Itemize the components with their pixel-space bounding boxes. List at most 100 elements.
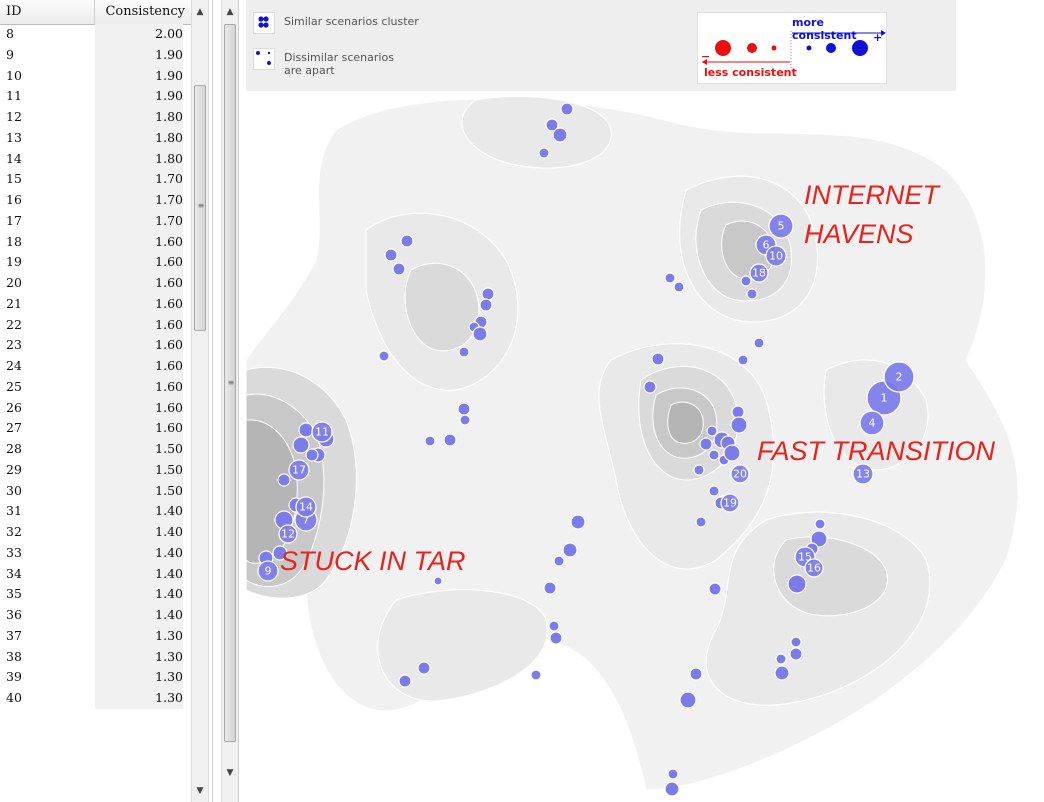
scenario-node-17[interactable]: 17 (288, 459, 310, 481)
scroll-down-arrow-icon[interactable]: ▼ (196, 786, 204, 796)
cell-consistency: 1.80 (95, 107, 183, 128)
scenario-node-circle (768, 213, 794, 239)
scenario-node-13[interactable]: 13 (852, 463, 874, 485)
table-row[interactable]: 27 1.60 (0, 418, 190, 439)
scroll-up-arrow-icon[interactable]: ▲ (196, 7, 204, 17)
scenario-dot (679, 691, 697, 709)
cell-consistency: 1.30 (95, 667, 183, 688)
table-row[interactable]: 21 1.60 (0, 293, 190, 315)
scroll-grip-icon: ≡ (197, 201, 205, 210)
table-row[interactable]: 32 1.40 (0, 522, 190, 543)
scenario-node-9[interactable]: 9 (257, 560, 279, 582)
table-row[interactable]: 18 1.60 (0, 231, 190, 253)
scenario-dot (775, 653, 787, 665)
table-row[interactable]: 9 1.90 (0, 44, 190, 66)
table-row[interactable]: 10 1.90 (0, 65, 190, 87)
scenario-node-label: 5 (778, 220, 785, 233)
table-row[interactable]: 25 1.60 (0, 376, 190, 398)
scenario-node-5[interactable]: 5 (768, 213, 794, 239)
scenario-dot (272, 545, 288, 561)
cell-consistency: 1.60 (95, 293, 183, 315)
cell-id: 40 (6, 690, 22, 705)
cell-id: 30 (6, 482, 22, 498)
table-row[interactable]: 37 1.30 (0, 625, 190, 647)
scenario-node-circle (883, 361, 915, 393)
column-header-id[interactable]: ID (0, 0, 95, 24)
scenario-dot (689, 667, 703, 681)
table-row[interactable]: 26 1.60 (0, 397, 190, 419)
table-row[interactable]: 14 1.80 (0, 148, 190, 170)
scenario-node-19[interactable]: 19 (720, 493, 740, 513)
scenario-node-label: 18 (752, 267, 766, 280)
table-row[interactable]: 24 1.60 (0, 356, 190, 377)
table-scroll-thumb[interactable]: ≡ (194, 85, 206, 331)
cell-consistency: 1.70 (95, 169, 183, 190)
minus-sign: − (701, 50, 711, 63)
scenario-dot (443, 433, 457, 447)
table-row[interactable]: 13 1.80 (0, 127, 190, 149)
table-row[interactable]: 22 1.60 (0, 314, 190, 336)
scenario-node-12[interactable]: 12 (278, 524, 298, 544)
scenario-dot (538, 147, 550, 159)
table-scrollbar[interactable]: ▲ ≡ ▼ (191, 0, 209, 802)
table-row[interactable]: 34 1.40 (0, 563, 190, 585)
scenario-node-11[interactable]: 11 (311, 421, 333, 443)
table-row[interactable]: 30 1.50 (0, 480, 190, 502)
cell-consistency: 1.60 (95, 376, 183, 398)
viz-scroll-up-arrow-icon[interactable]: ▲ (226, 7, 234, 17)
viz-scrollbar[interactable]: ▲ ≡ ▼ (221, 0, 239, 802)
cell-consistency: 1.30 (95, 625, 183, 647)
scenario-node-18[interactable]: 18 (749, 263, 769, 283)
cell-consistency: 1.50 (95, 439, 183, 460)
table-row[interactable]: 16 1.70 (0, 190, 190, 211)
cell-id: 25 (6, 378, 22, 394)
scenario-node-20[interactable]: 20 (730, 464, 750, 484)
legend-size-medium-red (747, 43, 757, 53)
table-row[interactable]: 29 1.50 (0, 459, 190, 481)
table-row[interactable]: 38 1.30 (0, 646, 190, 668)
scenario-dot (740, 275, 752, 287)
legend-bar: Similar scenarios cluster Dissimilar sce… (246, 0, 956, 91)
table-row[interactable]: 40 1.30 (0, 688, 190, 709)
table-row[interactable]: 8 2.00 (0, 24, 190, 45)
scenario-node-circle (295, 496, 317, 518)
table-row[interactable]: 20 1.60 (0, 273, 190, 294)
table-row[interactable]: 15 1.70 (0, 169, 190, 190)
column-header-consistency[interactable]: Consistency (95, 0, 192, 24)
cell-id: 11 (6, 88, 22, 104)
cell-consistency: 1.40 (95, 522, 183, 543)
table-row[interactable]: 19 1.60 (0, 252, 190, 273)
scenario-node-2[interactable]: 2 (883, 361, 915, 393)
scenario-node-label: 14 (299, 501, 313, 514)
cell-id: 22 (6, 316, 22, 332)
cell-id: 19 (6, 254, 22, 270)
viz-scroll-down-arrow-icon[interactable]: ▼ (226, 768, 234, 778)
cell-consistency: 1.40 (95, 605, 183, 626)
less-consistent-label: less consistent (704, 66, 797, 79)
table-row[interactable]: 11 1.90 (0, 86, 190, 107)
scenario-node-4[interactable]: 4 (859, 410, 885, 436)
viz-scroll-thumb[interactable]: ≡ (224, 24, 236, 742)
cell-consistency: 1.70 (95, 210, 183, 232)
cell-id: 32 (6, 524, 22, 539)
plus-sign: + (873, 31, 883, 44)
table-row[interactable]: 31 1.40 (0, 501, 190, 522)
scenario-node-14[interactable]: 14 (295, 496, 317, 518)
scenario-dot (814, 518, 826, 530)
table-row[interactable]: 36 1.40 (0, 605, 190, 626)
scenario-node-10[interactable]: 10 (765, 245, 787, 267)
scenario-node-circle (311, 421, 333, 443)
scenario-dot (746, 288, 758, 300)
table-row[interactable]: 39 1.30 (0, 667, 190, 688)
table-row[interactable]: 12 1.80 (0, 107, 190, 128)
table-row[interactable]: 23 1.60 (0, 335, 190, 356)
scenario-dot (731, 405, 745, 419)
table-row[interactable]: 17 1.70 (0, 210, 190, 232)
table-row[interactable]: 28 1.50 (0, 439, 190, 460)
table-row[interactable]: 33 1.40 (0, 542, 190, 564)
consistency-table-panel: ID Consistency 8 2.00 9 1.90 10 1.90 11 1.90 12 1… (0, 0, 213, 802)
table-row[interactable]: 35 1.40 (0, 584, 190, 605)
scenario-node-circle (765, 245, 787, 267)
scenario-node-16[interactable]: 16 (804, 558, 824, 578)
